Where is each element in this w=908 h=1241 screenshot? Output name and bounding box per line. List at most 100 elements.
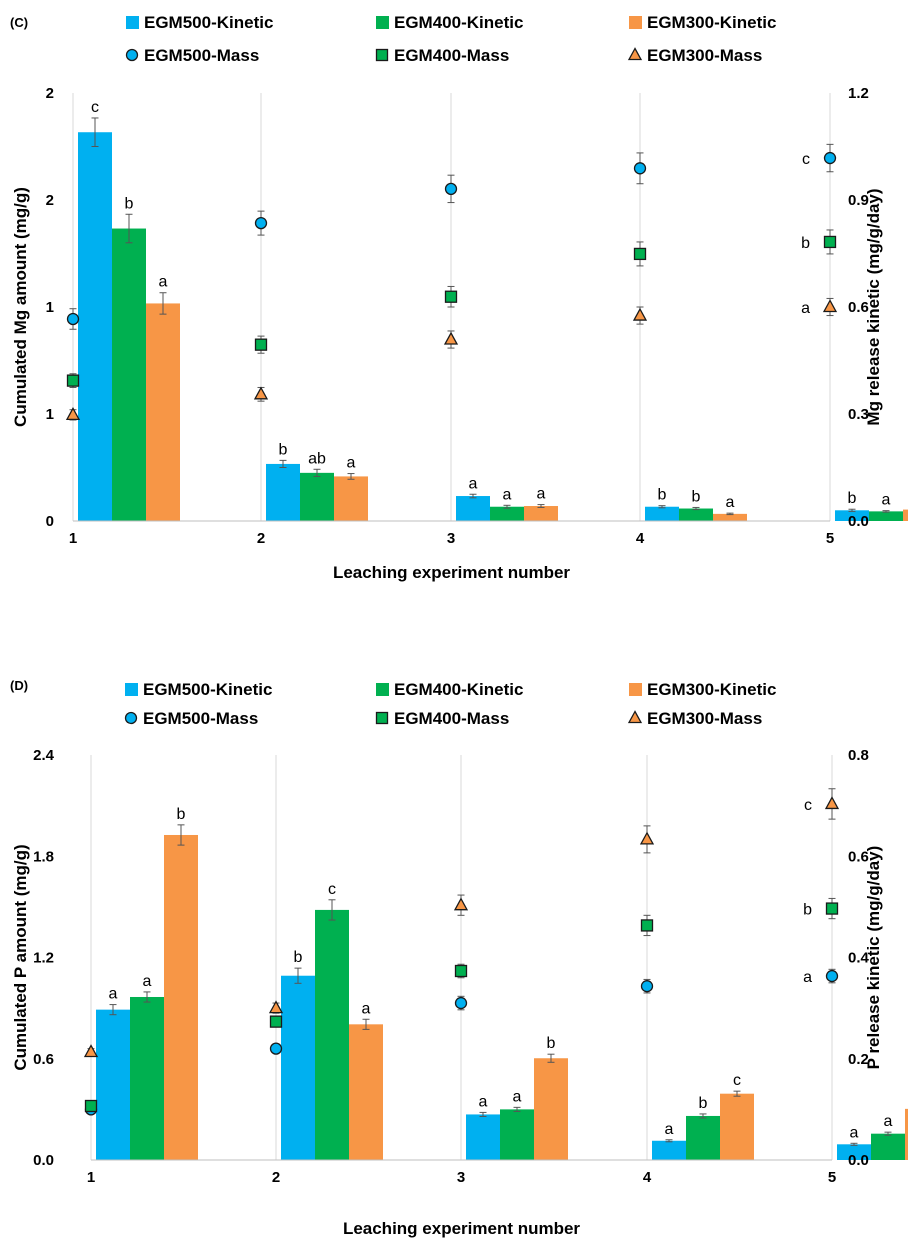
legend-label: EGM400-Kinetic	[394, 13, 523, 32]
point-egm500-mass-3	[454, 996, 468, 1010]
legend-item-egm300-mass: EGM300-Mass	[627, 46, 762, 65]
x-tick-label: 4	[643, 1169, 652, 1186]
error-bar-egm300-kinetic-3	[547, 1053, 555, 1063]
significance-label: c	[91, 99, 99, 116]
point-egm500-mass-4	[633, 162, 647, 175]
point-egm400-mass-4	[640, 919, 654, 932]
significance-label: a	[803, 969, 812, 986]
panel-c-y-axis-title: Cumulated Mg amount (mg/g)	[11, 187, 30, 427]
bar-egm500-kinetic-2	[281, 975, 315, 1160]
panel-c: (C) EGM500-Kinetic EGM400-Kinetic EGM300-Ki…	[10, 13, 908, 582]
point-egm400-mass-2	[254, 338, 268, 351]
legend-marker	[124, 711, 138, 725]
significance-label: b	[294, 949, 303, 966]
panel-d-legend: EGM500-Kinetic EGM400-Kinetic EGM300-Kinet…	[124, 680, 776, 728]
error-bar-egm400-kinetic-5	[884, 1131, 892, 1136]
panel-d-mass-points: a b c	[83, 788, 840, 1116]
panel-c-mass-points: c b a	[65, 143, 838, 421]
legend-label: EGM300-Kinetic	[647, 13, 776, 32]
legend-label: EGM500-Kinetic	[143, 680, 272, 699]
y-tick-label: 2	[46, 85, 54, 102]
y2-tick-label: 0.8	[848, 747, 869, 764]
panel-d-label: (D)	[10, 678, 28, 693]
point-egm500-mass-2	[254, 216, 268, 230]
bar-egm500-kinetic-3	[466, 1114, 500, 1160]
significance-label: b	[699, 1095, 708, 1112]
significance-label: a	[726, 494, 735, 511]
point-egm400-mass-5	[825, 902, 839, 915]
bar-egm300-kinetic-1	[164, 834, 198, 1160]
error-bar-egm400-kinetic-1	[143, 991, 151, 1003]
point-egm300-mass-3	[453, 897, 469, 911]
y2-tick-label: 0.2	[848, 1051, 869, 1068]
point-egm400-mass-1	[66, 374, 80, 387]
panel-d-gridlines	[275, 755, 648, 1160]
legend-label: EGM400-Kinetic	[394, 680, 523, 699]
y-tick-label: 1	[46, 299, 54, 316]
bar-egm300-kinetic-2	[349, 1024, 383, 1160]
point-egm300-mass-5	[822, 299, 838, 313]
error-bar-egm400-kinetic-2	[313, 468, 321, 477]
panel-c-y2-axis-title: Mg release kinetic (mg/g/day)	[864, 188, 883, 425]
point-egm300-mass-4	[639, 831, 655, 845]
significance-label: a	[159, 274, 168, 291]
panel-c-label: (C)	[10, 15, 28, 30]
y2-tick-label: 0.3	[848, 406, 869, 423]
point-egm400-mass-4	[633, 247, 647, 261]
bar-egm300-kinetic-2	[334, 476, 368, 521]
bar-egm400-kinetic-2	[300, 472, 334, 521]
error-bar-egm500-kinetic-5	[848, 508, 856, 512]
significance-label: a	[537, 486, 546, 503]
legend-label: EGM500-Kinetic	[144, 13, 273, 32]
error-bar-egm400-kinetic-3	[503, 504, 511, 509]
panel-d: (D) EGM500-Kinetic EGM400-Kinetic EGM300-Ki…	[10, 678, 908, 1238]
legend-marker	[375, 48, 389, 62]
legend-item-egm500-mass: EGM500-Mass	[124, 709, 258, 728]
point-egm500-mass-5	[825, 969, 839, 983]
legend-marker	[375, 711, 389, 725]
point-egm500-mass-4	[640, 980, 654, 993]
significance-label: c	[733, 1072, 741, 1089]
y-tick-label: 2	[46, 192, 54, 209]
y2-tick-label: 0.9	[848, 192, 869, 209]
error-bar-egm500-kinetic-3	[469, 493, 477, 499]
significance-label: a	[884, 1113, 893, 1130]
legend-marker	[125, 48, 139, 62]
significance-label: a	[143, 973, 152, 990]
point-egm300-mass-3	[443, 331, 459, 345]
bar-egm400-kinetic-1	[112, 228, 146, 522]
y2-tick-label: 0.0	[848, 1152, 869, 1169]
significance-label: a	[347, 455, 356, 472]
error-bar-egm400-kinetic-1	[125, 213, 133, 244]
significance-label: a	[882, 492, 891, 509]
error-bar-egm500-kinetic-3	[479, 1111, 487, 1117]
bar-egm400-kinetic-1	[130, 996, 164, 1160]
error-bar-egm500-kinetic-5	[850, 1142, 858, 1146]
point-egm500-mass-1	[66, 312, 80, 326]
bar-egm500-kinetic-5	[837, 1144, 871, 1160]
legend-item-egm500-mass: EGM500-Mass	[125, 46, 259, 65]
point-egm400-mass-5	[823, 235, 837, 249]
legend-swatch	[376, 683, 389, 696]
significance-label: b	[801, 235, 810, 252]
error-bar-egm400-kinetic-3	[513, 1106, 521, 1112]
y2-tick-label: 1.2	[848, 85, 869, 102]
y-tick-label: 2.4	[33, 747, 55, 764]
significance-label: a	[479, 1093, 488, 1110]
legend-item-egm400-mass: EGM400-Mass	[375, 46, 509, 65]
y-tick-label: 0.0	[33, 1152, 54, 1169]
significance-label: a	[109, 986, 118, 1003]
x-tick-label: 3	[447, 530, 455, 547]
error-bar-egm300-kinetic-2	[362, 1018, 370, 1030]
significance-label: c	[804, 797, 812, 814]
point-egm400-mass-1	[84, 1099, 98, 1113]
legend-item-egm300-kinetic: EGM300-Kinetic	[629, 13, 776, 32]
x-tick-label: 5	[826, 530, 834, 547]
legend-item-egm400-kinetic: EGM400-Kinetic	[376, 13, 523, 32]
error-bar-egm400-kinetic-5	[882, 510, 890, 513]
significance-label: ab	[308, 450, 326, 467]
y-tick-label: 1.8	[33, 848, 54, 865]
significance-label: b	[177, 806, 186, 823]
point-egm300-mass-1	[83, 1044, 99, 1058]
